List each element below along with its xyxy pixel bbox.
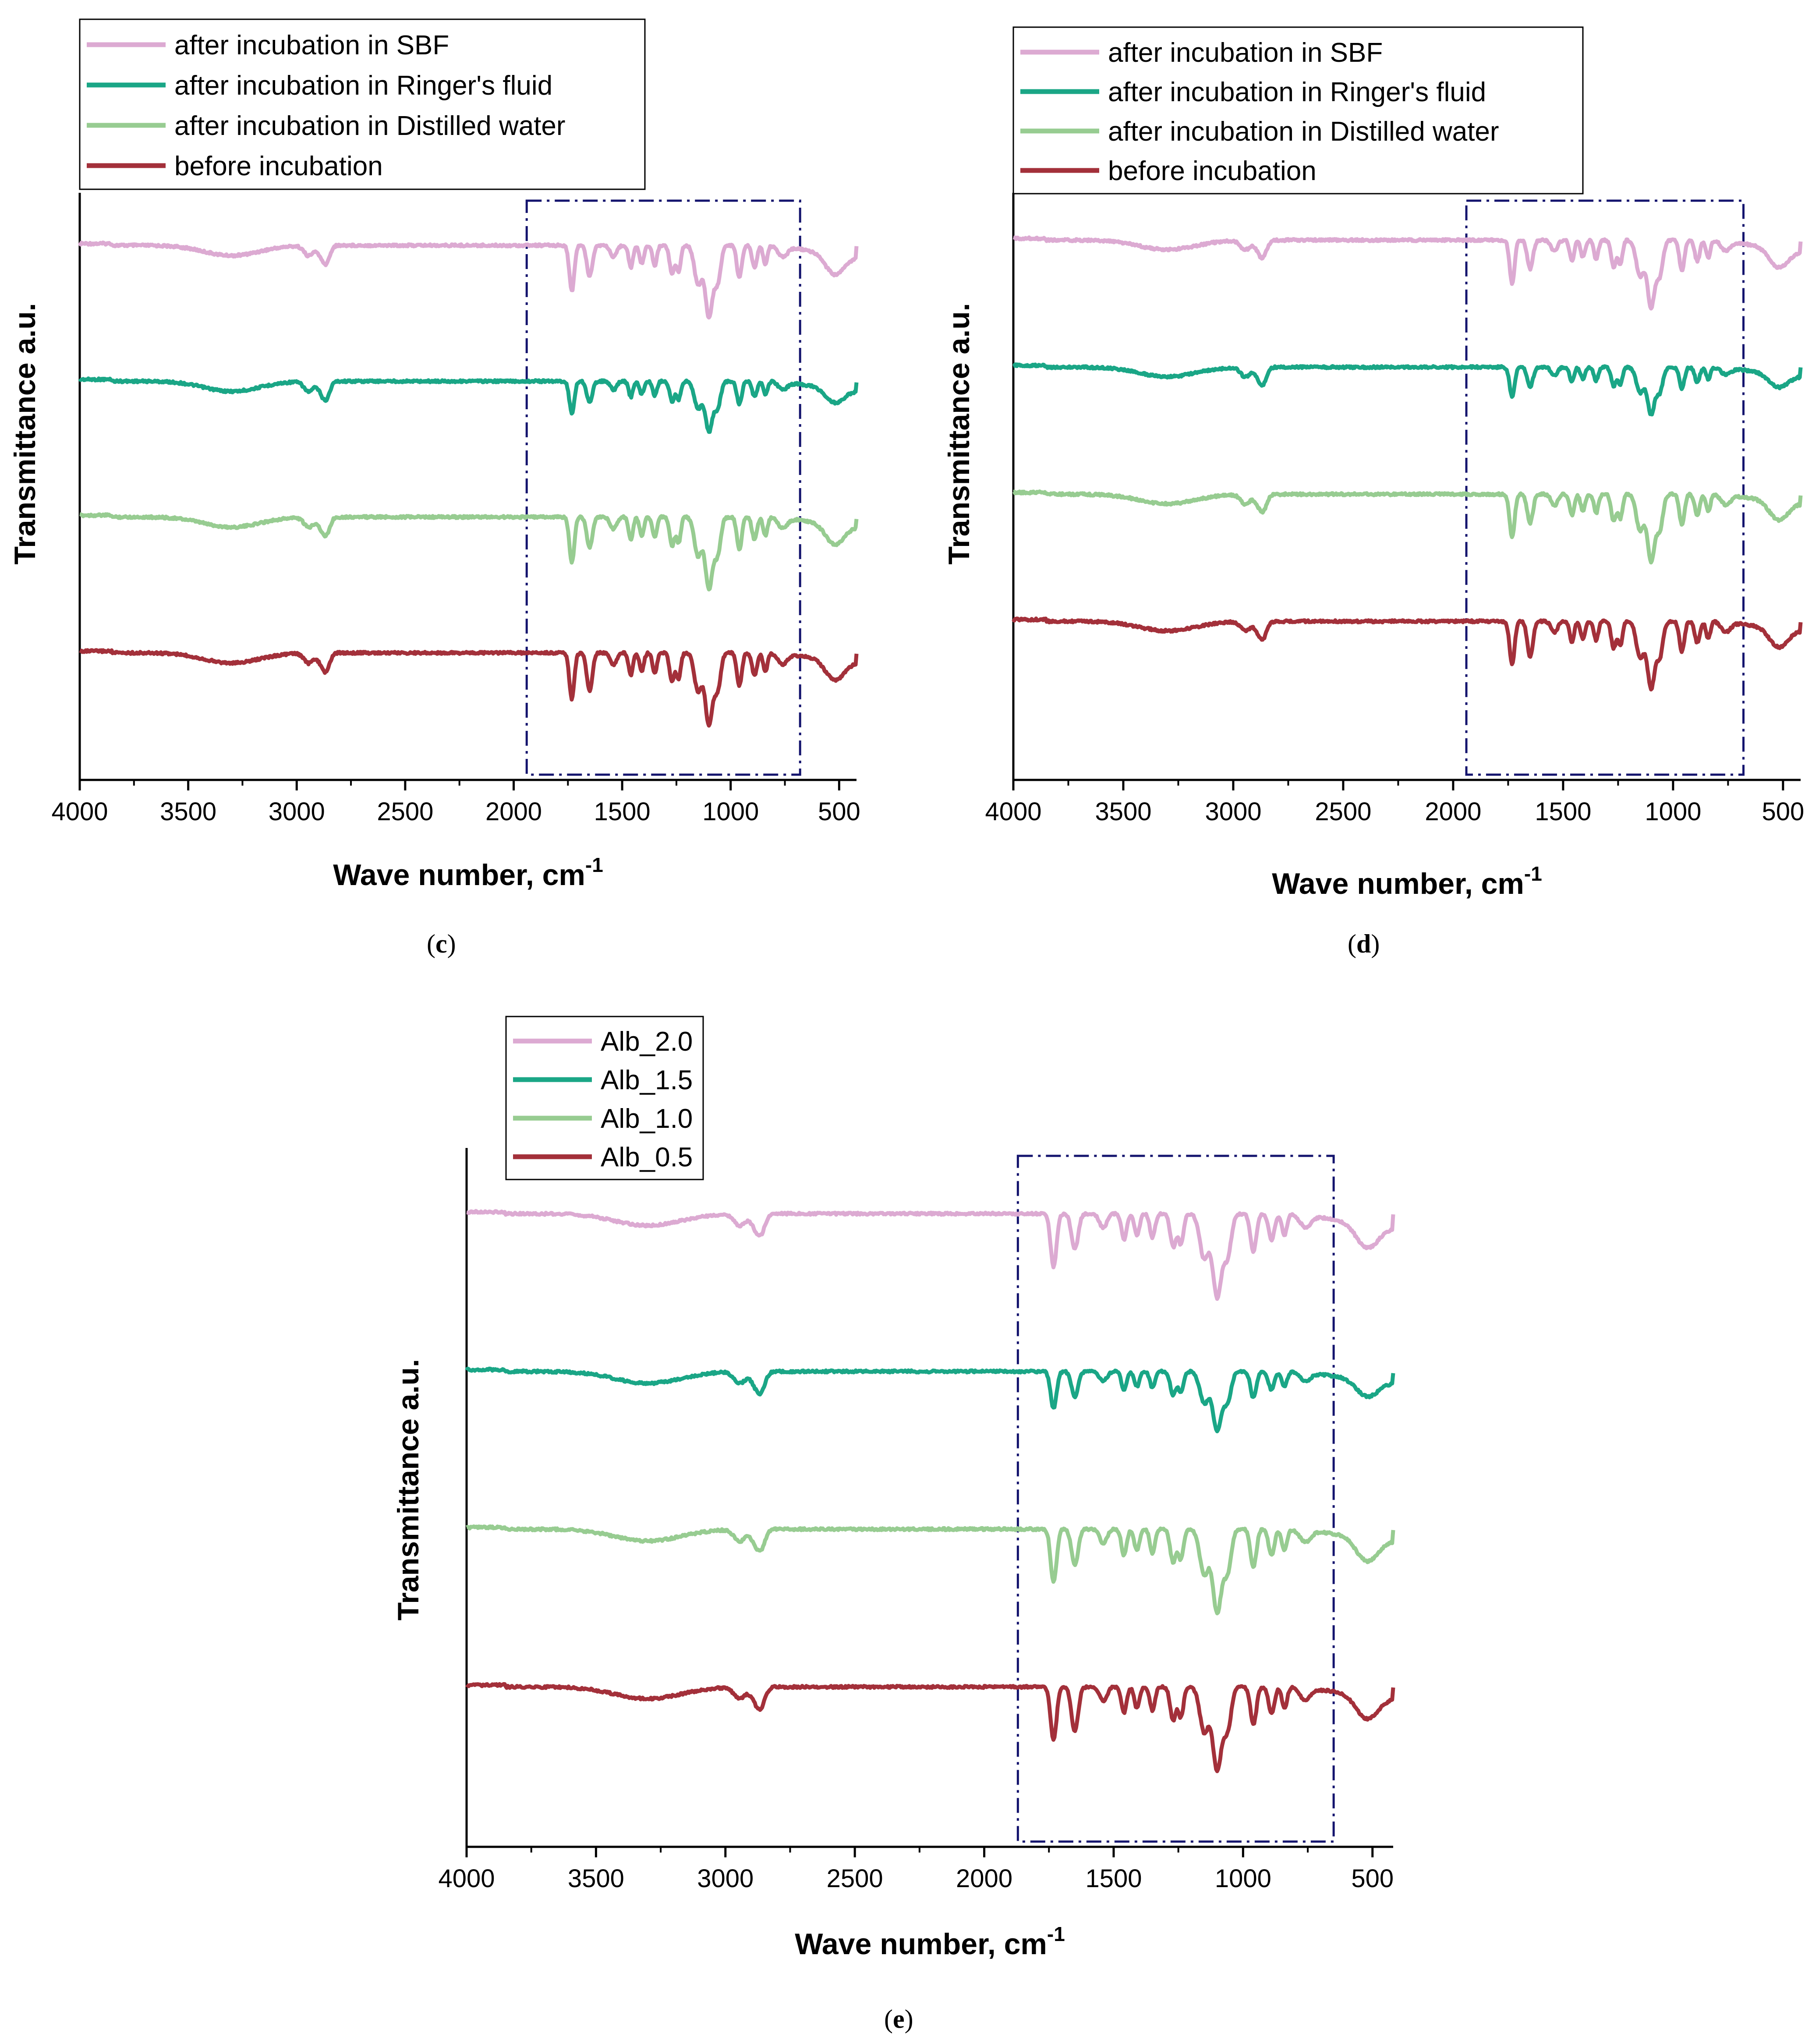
- highlight-region-box: [525, 199, 801, 776]
- chart-c: 4000 3500 3000 2500 2000 1500 1000 500 Wave numb…: [8, 18, 860, 892]
- legend-entry-label: after incubation in Distilled water: [174, 111, 566, 141]
- x-tick-label: 3500: [160, 797, 216, 826]
- x-axis-label-superscript: -1: [585, 854, 603, 876]
- x-tick-label: 3500: [1095, 797, 1151, 826]
- x-tick-label: 1500: [594, 797, 651, 826]
- x-tick-label: 3000: [269, 797, 325, 826]
- legend-entry-label: after incubation in SBF: [1108, 38, 1383, 68]
- x-tick-label: 2500: [827, 1864, 883, 1893]
- x-tick-label: 3000: [1205, 797, 1261, 826]
- x-axis-label: Wave number, cm-1: [333, 854, 603, 892]
- x-tick-label: 2000: [1425, 797, 1481, 826]
- legend-entry-label: after incubation in Ringer's fluid: [1108, 77, 1486, 107]
- legend-entry-label: after incubation in SBF: [174, 30, 449, 60]
- series-line-after-incubation-in-sbf: [78, 241, 859, 320]
- caption-e: (e): [884, 2005, 913, 2033]
- legend-entry-label: before incubation: [1108, 156, 1317, 186]
- series-line-alb-0-5: [465, 1682, 1395, 1773]
- caption-d: (d): [1348, 929, 1380, 958]
- legend-entry-label: after incubation in Ringer's fluid: [174, 71, 552, 101]
- x-tick-label: 500: [1762, 797, 1804, 826]
- legend-box: [505, 1016, 704, 1180]
- x-tick-label: 500: [818, 797, 860, 826]
- series-line-after-incubation-in-distilled-water: [1012, 489, 1803, 565]
- x-tick-label: 1000: [702, 797, 759, 826]
- x-axis-label-superscript: -1: [1047, 1923, 1065, 1945]
- x-axis-label: Wave number, cm-1: [1272, 862, 1542, 900]
- series-line-after-incubation-in-ringer-s-fluid: [78, 376, 859, 434]
- y-axis-label: Transmittance a.u.: [8, 303, 42, 564]
- series-line-before-incubation: [1012, 616, 1803, 692]
- x-tick-label: 1000: [1215, 1864, 1271, 1893]
- series-line-alb-1-5: [465, 1367, 1395, 1434]
- x-tick-label: 4000: [985, 797, 1041, 826]
- x-tick-label: 4000: [438, 1864, 495, 1893]
- x-tick-label: 1500: [1535, 797, 1591, 826]
- y-axis-label: Transmittance a.u.: [392, 1359, 425, 1620]
- series-line-after-incubation-in-ringer-s-fluid: [1012, 362, 1803, 417]
- x-tick-label: 1000: [1645, 797, 1701, 826]
- x-tick-label: 500: [1351, 1864, 1394, 1893]
- series-line-after-incubation-in-sbf: [1012, 235, 1803, 311]
- highlight-region-box: [1016, 1155, 1335, 1843]
- x-tick-label: 3500: [568, 1864, 624, 1893]
- series-line-alb-1-0: [465, 1524, 1395, 1615]
- legend-box: [1012, 26, 1584, 195]
- highlight-region-box: [1465, 199, 1745, 776]
- x-axis-label: Wave number, cm-1: [795, 1923, 1065, 1961]
- legend-entry-label: Alb_2.0: [601, 1027, 693, 1057]
- legend-entry-label: before incubation: [174, 151, 383, 181]
- legend-entry-label: after incubation in Distilled water: [1108, 117, 1499, 147]
- caption-c: (c): [427, 929, 456, 958]
- x-axis-label-superscript: -1: [1524, 862, 1542, 885]
- legend-entry-label: Alb_1.0: [601, 1104, 693, 1134]
- x-tick-label: 2500: [1315, 797, 1371, 826]
- x-tick-label: 2000: [485, 797, 542, 826]
- x-tick-label: 4000: [51, 797, 108, 826]
- series-line-before-incubation: [78, 648, 859, 728]
- legend-entry-label: Alb_0.5: [601, 1142, 693, 1173]
- chart-e: 4000 3500 3000 2500 2000 1500 1000 500 Wave numb…: [392, 1016, 1395, 1961]
- legend-box: [79, 18, 646, 190]
- series-line-alb-2-0: [465, 1209, 1395, 1301]
- x-tick-label: 3000: [697, 1864, 754, 1893]
- x-tick-label: 2500: [377, 797, 433, 826]
- chart-d: 4000 3500 3000 2500 2000 1500 1000 500 Wave numb…: [942, 26, 1804, 900]
- x-tick-label: 2000: [956, 1864, 1012, 1893]
- series-line-after-incubation-in-distilled-water: [78, 512, 859, 592]
- x-tick-label: 1500: [1085, 1864, 1142, 1893]
- legend-entry-label: Alb_1.5: [601, 1065, 693, 1095]
- y-axis-label: Transmittance a.u.: [942, 303, 976, 564]
